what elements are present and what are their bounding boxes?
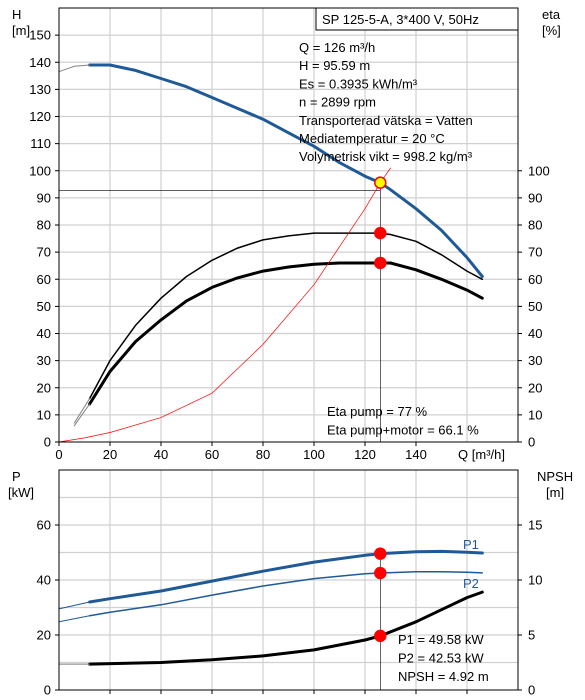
marker-point	[374, 256, 387, 270]
y2-axis-unit: [%]	[542, 23, 561, 38]
y-axis-unit: [m]	[12, 23, 30, 38]
x-tick-label: 40	[154, 447, 168, 462]
series-label-p2: P2	[463, 576, 479, 591]
y2-axis-label: NPSH	[537, 469, 573, 484]
y-tick-label: 90	[37, 190, 51, 205]
y-tick-label: 120	[29, 109, 51, 124]
x-axis-label: Q [m³/h]	[458, 447, 505, 462]
eta-line: Eta pump+motor = 66.1 %	[327, 423, 479, 438]
info-line: Mediatemperatur = 20 °C	[299, 131, 445, 146]
y-tick-label: 100	[29, 163, 51, 178]
y-tick-label: 150	[29, 28, 51, 43]
y2-tick-label: 50	[528, 299, 542, 314]
info-line: Es = 0.3935 kWh/m³	[299, 76, 418, 91]
y2-tick-label: 40	[528, 326, 542, 341]
y-tick-label: 60	[37, 518, 51, 533]
y-tick-label: 20	[37, 628, 51, 643]
info-line: Transporterad vätska = Vatten	[299, 113, 473, 128]
y-tick-label: 20	[37, 380, 51, 395]
x-tick-label: 80	[256, 447, 270, 462]
marker-point	[374, 629, 387, 643]
y2-tick-label: 5	[528, 628, 535, 643]
y2-tick-label: 60	[528, 272, 542, 287]
marker-point	[374, 226, 387, 240]
series-eta-pump-motor	[88, 261, 484, 406]
info-line: Volymetrisk vikt = 998.2 kg/m³	[299, 149, 473, 164]
y2-axis-label: eta	[542, 7, 561, 22]
x-tick-label: 60	[205, 447, 219, 462]
y-axis-label: P	[12, 469, 21, 484]
y-axis-label: H	[12, 7, 21, 22]
series-system-curve	[58, 167, 391, 443]
series-eta-ext-b	[73, 403, 91, 427]
info-line: NPSH = 4.92 m	[398, 669, 489, 684]
x-tick-label: 140	[405, 447, 427, 462]
y2-tick-label: 30	[528, 353, 542, 368]
x-tick-label: 20	[103, 447, 117, 462]
eta-line: Eta pump = 77 %	[327, 404, 428, 419]
y-tick-label: 0	[44, 683, 51, 698]
y2-tick-label: 100	[528, 163, 550, 178]
y-axis-unit: [kW]	[8, 485, 34, 500]
y2-tick-label: 70	[528, 245, 542, 260]
y-tick-label: 80	[37, 218, 51, 233]
y2-tick-label: 0	[528, 683, 535, 698]
pump-curve-panel: 0102030405060708090100110120130140150010…	[12, 7, 561, 462]
y-tick-label: 0	[44, 435, 51, 450]
series-eta-pump	[88, 232, 484, 400]
info-line: P2 = 42.53 kW	[398, 651, 484, 666]
y2-axis-unit: [m]	[546, 485, 564, 500]
y-tick-label: 30	[37, 353, 51, 368]
y-tick-label: 140	[29, 55, 51, 70]
x-tick-label: 0	[55, 447, 62, 462]
power-npsh-panel: 0 20 40 60 0 5 10 15 P[kW] NPSH[m] P1 P2 P1 = 49.58 …	[8, 469, 573, 698]
marker-point	[374, 566, 387, 580]
y-tick-label: 60	[37, 272, 51, 287]
y2-tick-label: 10	[528, 573, 542, 588]
y-tick-label: 110	[30, 136, 51, 151]
y2-tick-label: 80	[528, 218, 542, 233]
info-line: H = 95.59 m	[299, 58, 370, 73]
x-tick-label: 120	[354, 447, 376, 462]
marker-point	[374, 176, 387, 189]
series-H	[88, 63, 484, 278]
y2-tick-label: 20	[528, 380, 542, 395]
series-P2-ext	[58, 615, 91, 623]
y2-tick-label: 10	[528, 407, 542, 422]
y-tick-label: 40	[37, 326, 51, 341]
info-line: n = 2899 rpm	[299, 95, 376, 110]
info-line: Q = 126 m³/h	[299, 40, 375, 55]
series-label-p1: P1	[463, 537, 479, 552]
y-tick-label: 130	[29, 82, 51, 97]
y2-tick-label: 15	[528, 518, 542, 533]
series-P1	[88, 549, 484, 604]
y-tick-label: 40	[37, 573, 51, 588]
series-P1-ext	[58, 601, 91, 610]
series-P2	[88, 571, 484, 617]
y2-tick-label: 90	[528, 190, 542, 205]
series-eta-ext-a	[73, 398, 91, 424]
title-box	[315, 7, 519, 31]
y-tick-label: 70	[37, 245, 51, 260]
x-tick-label: 100	[303, 447, 325, 462]
marker-point	[374, 547, 387, 560]
y-tick-label: 10	[37, 407, 51, 422]
chart-title: SP 125-5-A, 3*400 V, 50Hz	[322, 12, 479, 27]
info-line: P1 = 49.58 kW	[398, 632, 484, 647]
y2-tick-label: 0	[528, 435, 535, 450]
series-NPSH	[88, 590, 484, 666]
y-tick-label: 50	[37, 299, 51, 314]
series-H-ext	[58, 64, 91, 73]
